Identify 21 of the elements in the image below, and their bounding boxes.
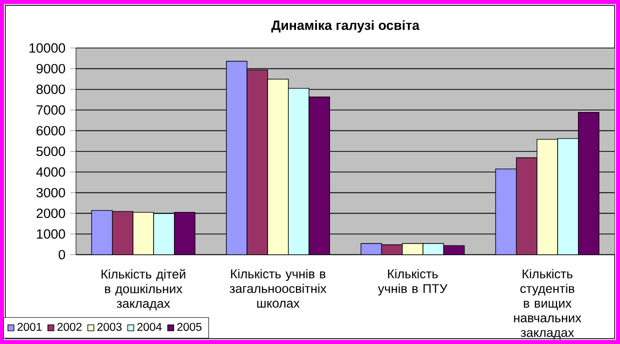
y-tick-label: 8000 [36,84,66,94]
x-tick-label: Кількість студентів в вищих навчальних закладах [514,269,582,340]
legend-label: 2001 [18,322,42,331]
x-tick-label: Кількість учнів в загальноосвітніх школах [230,269,326,308]
x-tick-label: Кількість учнів в ПТУ [378,269,448,296]
y-tick-label: 6000 [36,126,66,136]
y-tick-label: 10000 [30,43,66,53]
legend-label: 2002 [57,322,82,331]
legend-label: 2004 [137,322,162,331]
legend-label: 2005 [177,322,202,331]
y-tick-label: 5000 [36,146,66,156]
y-tick-label: 0 [58,250,66,260]
legend-label: 2003 [97,322,122,331]
y-tick-label: 7000 [36,105,66,115]
y-tick-label: 1000 [36,229,66,239]
y-tick-label: 2000 [36,208,66,218]
x-tick-label: Кількість дітей в дошкільних закладах [102,269,186,310]
y-tick-label: 9000 [36,64,66,74]
y-tick-label: 3000 [36,188,66,198]
y-tick-label: 4000 [36,167,66,177]
chart-title: Динаміка галузі освіта [271,20,420,33]
